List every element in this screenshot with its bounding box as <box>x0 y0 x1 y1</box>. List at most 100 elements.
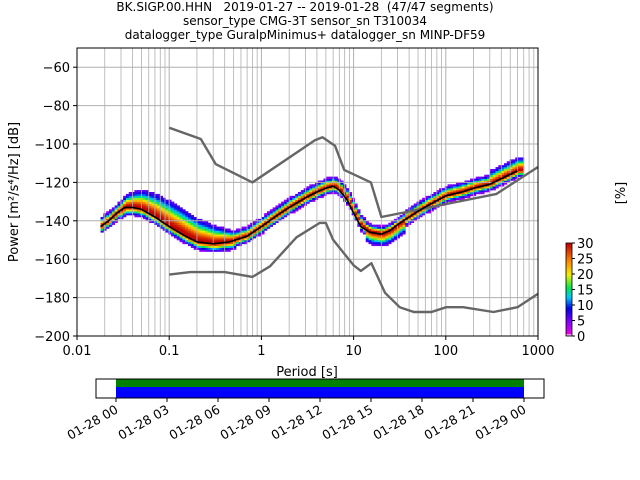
heatmap-cell <box>396 230 400 233</box>
heatmap-cell <box>216 234 220 237</box>
heatmap-cell <box>264 218 268 222</box>
heatmap-cell <box>520 161 525 164</box>
colorbar-tick-label: 30 <box>577 237 594 252</box>
heatmap-cell <box>151 199 155 202</box>
x-tick-label: 1000 <box>521 344 554 359</box>
heatmap-cell <box>365 232 369 235</box>
heatmap-cell <box>405 215 409 218</box>
heatmap-cell <box>171 232 175 235</box>
heatmap-cell <box>247 226 251 229</box>
series-line-noise-model-low <box>169 221 539 314</box>
heatmap-cell <box>148 201 152 204</box>
heatmap-cell <box>405 218 409 222</box>
heatmap-cell <box>111 211 116 214</box>
heatmap-cell <box>216 236 220 239</box>
heatmap-cell <box>159 197 163 200</box>
heatmap-cell <box>444 199 448 202</box>
coverage-bar-blue <box>116 387 524 398</box>
heatmap-cell <box>509 168 513 172</box>
coverage-bar-green <box>116 379 524 387</box>
heatmap-cell <box>424 211 429 214</box>
heatmap-cell <box>464 188 468 191</box>
heatmap-cell <box>190 236 195 239</box>
heatmap-cell <box>162 201 166 204</box>
heatmap-cell <box>520 170 525 174</box>
heatmap-cell <box>385 236 389 239</box>
heatmap-cell <box>320 184 324 187</box>
heatmap-cell <box>190 215 195 218</box>
heatmap-cell <box>185 230 189 233</box>
heatmap-cell <box>461 193 465 197</box>
heatmap-cell <box>182 209 186 212</box>
heatmap-cell <box>168 205 172 208</box>
heatmap-cell <box>357 224 361 227</box>
heatmap-cell <box>489 188 494 191</box>
heatmap-cell <box>470 182 474 185</box>
heatmap-cell <box>148 199 152 202</box>
heatmap-cell <box>430 207 434 210</box>
heatmap-cell <box>162 216 166 220</box>
heatmap-cell <box>244 226 248 229</box>
heatmap-cell <box>467 180 471 183</box>
heatmap-cell <box>377 236 381 239</box>
heatmap-cell <box>269 213 274 216</box>
heatmap-cell <box>117 203 121 206</box>
heatmap-cell <box>128 209 132 212</box>
heatmap-cell <box>244 240 248 243</box>
heatmap-cell <box>117 209 121 212</box>
heatmap-cell <box>382 234 386 237</box>
heatmap-cell <box>501 170 505 174</box>
heatmap-cell <box>399 228 403 231</box>
heatmap-cell <box>148 209 152 212</box>
heatmap-cell <box>258 232 262 235</box>
heatmap-cell <box>227 249 231 252</box>
heatmap-cell <box>312 190 316 193</box>
heatmap-cell <box>506 167 511 170</box>
heatmap-cell <box>168 228 172 231</box>
heatmap-cell <box>430 193 434 197</box>
heatmap-cell <box>388 224 392 227</box>
colorbar-segment <box>566 308 572 311</box>
heatmap-cell <box>427 201 432 204</box>
heatmap-cell <box>461 192 465 195</box>
heatmap-cell <box>224 247 228 250</box>
heatmap-cell <box>340 190 344 193</box>
heatmap-cell <box>360 224 364 227</box>
heatmap-cell <box>413 203 417 206</box>
heatmap-cell <box>458 184 463 187</box>
heatmap-cell <box>433 193 437 197</box>
heatmap-cell <box>128 207 132 210</box>
heatmap-cell <box>360 230 364 233</box>
heatmap-cell <box>385 238 389 241</box>
heatmap-cell <box>123 209 127 212</box>
heatmap-cell <box>503 163 508 166</box>
heatmap-cell <box>498 165 502 168</box>
heatmap-cell <box>441 201 446 204</box>
colorbar-tick-label: 25 <box>577 253 594 268</box>
heatmap-cell <box>250 238 254 241</box>
heatmap-cell <box>196 247 200 250</box>
heatmap-cell <box>357 218 361 222</box>
heatmap-cell <box>345 203 350 206</box>
heatmap-cell <box>275 207 279 210</box>
heatmap-cell <box>484 190 488 193</box>
heatmap-cell <box>362 218 367 222</box>
heatmap-cell <box>472 184 477 187</box>
heatmap-cell <box>207 222 211 225</box>
heatmap-cell <box>187 213 192 216</box>
heatmap-cell <box>393 226 398 229</box>
heatmap-cell <box>278 216 282 220</box>
heatmap-cell <box>436 192 440 195</box>
heatmap-cell <box>275 216 279 220</box>
heatmap-cell <box>427 211 432 214</box>
heatmap-cell <box>252 226 257 229</box>
heatmap-cell <box>247 228 251 231</box>
heatmap-cell <box>258 228 262 231</box>
heatmap-cell <box>173 224 178 227</box>
heatmap-cell <box>456 190 460 193</box>
heatmap-cell <box>272 207 276 210</box>
heatmap-cell <box>475 190 479 193</box>
heatmap-cell <box>159 224 163 227</box>
heatmap-cell <box>216 226 220 229</box>
